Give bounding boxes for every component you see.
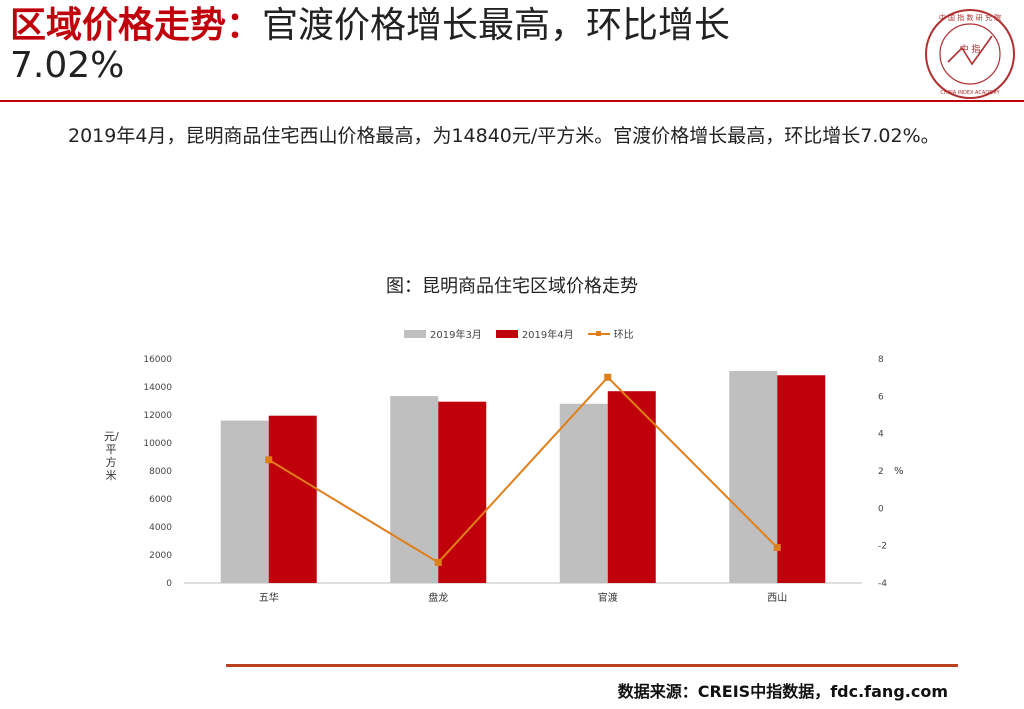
data-source: 数据来源：CREIS中指数据，fdc.fang.com <box>617 682 948 701</box>
x-tick-label-1: 盘龙 <box>428 591 448 604</box>
slide-title: 区域价格走势：官渡价格增长最高，环比增长 7.02% <box>10 4 900 86</box>
bar-april-2 <box>607 391 656 583</box>
x-tick-label-0: 五华 <box>259 591 279 604</box>
footer-divider <box>226 664 958 667</box>
chart-title: 图：昆明商品住宅区域价格走势 <box>386 276 638 297</box>
logo-center-text: 中 指 <box>960 43 981 55</box>
y-tick-left-8: 16000 <box>143 355 172 365</box>
legend-label-march: 2019年3月 <box>430 330 482 341</box>
mom-point-2 <box>604 373 612 381</box>
legend-swatch-march <box>404 329 426 338</box>
chart-legend: 2019年3月 2019年4月 环比 <box>404 326 634 341</box>
title-divider <box>0 100 1024 102</box>
y-tick-left-0: 0 <box>166 579 172 589</box>
y-tick-right-3: 2 <box>878 467 884 477</box>
y-tick-right-6: 8 <box>878 355 884 365</box>
legend-item-march: 2019年3月 <box>404 326 482 341</box>
mom-point-1 <box>434 558 442 566</box>
y-tick-left-4: 8000 <box>149 467 172 477</box>
title-line-2: 7.02% <box>10 45 125 86</box>
bar-march-1 <box>390 396 439 583</box>
logo-english-text: CHINA INDEX ACADEMY <box>940 90 1000 96</box>
bar-april-3 <box>777 375 826 583</box>
y-tick-right-4: 4 <box>878 430 884 440</box>
y-tick-left-3: 6000 <box>149 495 172 505</box>
legend-swatch-april <box>495 329 518 338</box>
title-text: 官渡价格增长最高，环比增长 <box>262 5 731 46</box>
legend-swatch-mom <box>587 330 610 338</box>
x-tick-label-3: 西山 <box>767 592 787 604</box>
mom-point-0 <box>265 456 273 464</box>
y-tick-left-2: 4000 <box>149 523 172 533</box>
bar-march-0 <box>220 420 269 583</box>
legend-item-april: 2019年4月 <box>495 326 574 341</box>
y-tick-left-6: 12000 <box>143 411 172 421</box>
y-axis-label-right: % <box>894 466 904 477</box>
y-tick-right-1: -2 <box>878 542 887 552</box>
x-tick-label-2: 官渡 <box>598 591 618 604</box>
bar-march-2 <box>559 403 608 583</box>
y-axis-label-left: 元/平方米 <box>104 430 119 482</box>
y-tick-left-7: 14000 <box>143 383 172 393</box>
summary-paragraph: 2019年4月，昆明商品住宅西山价格最高，为14840元/平方米。官渡价格增长最… <box>68 125 940 147</box>
y-tick-left-5: 10000 <box>143 439 172 449</box>
bar-march-3 <box>729 370 778 583</box>
legend-item-mom: 环比 <box>587 326 634 341</box>
mom-line <box>268 375 778 564</box>
y-tick-left-1: 2000 <box>149 551 172 561</box>
bar-april-0 <box>268 415 317 583</box>
legend-label-mom: 环比 <box>613 330 634 341</box>
china-index-academy-seal-icon: 中 指 中 国 指 数 研 究 院 CHINA INDEX ACADEMY <box>922 6 1018 102</box>
logo-ring-text: 中 国 指 数 研 究 院 <box>939 13 1001 22</box>
mom-point-3 <box>773 544 781 552</box>
y-tick-right-5: 6 <box>878 392 884 402</box>
y-tick-right-0: -4 <box>878 579 887 589</box>
legend-label-april: 2019年4月 <box>521 330 574 341</box>
y-tick-right-2: 0 <box>878 504 884 514</box>
title-highlight: 区域价格走势： <box>10 5 263 46</box>
